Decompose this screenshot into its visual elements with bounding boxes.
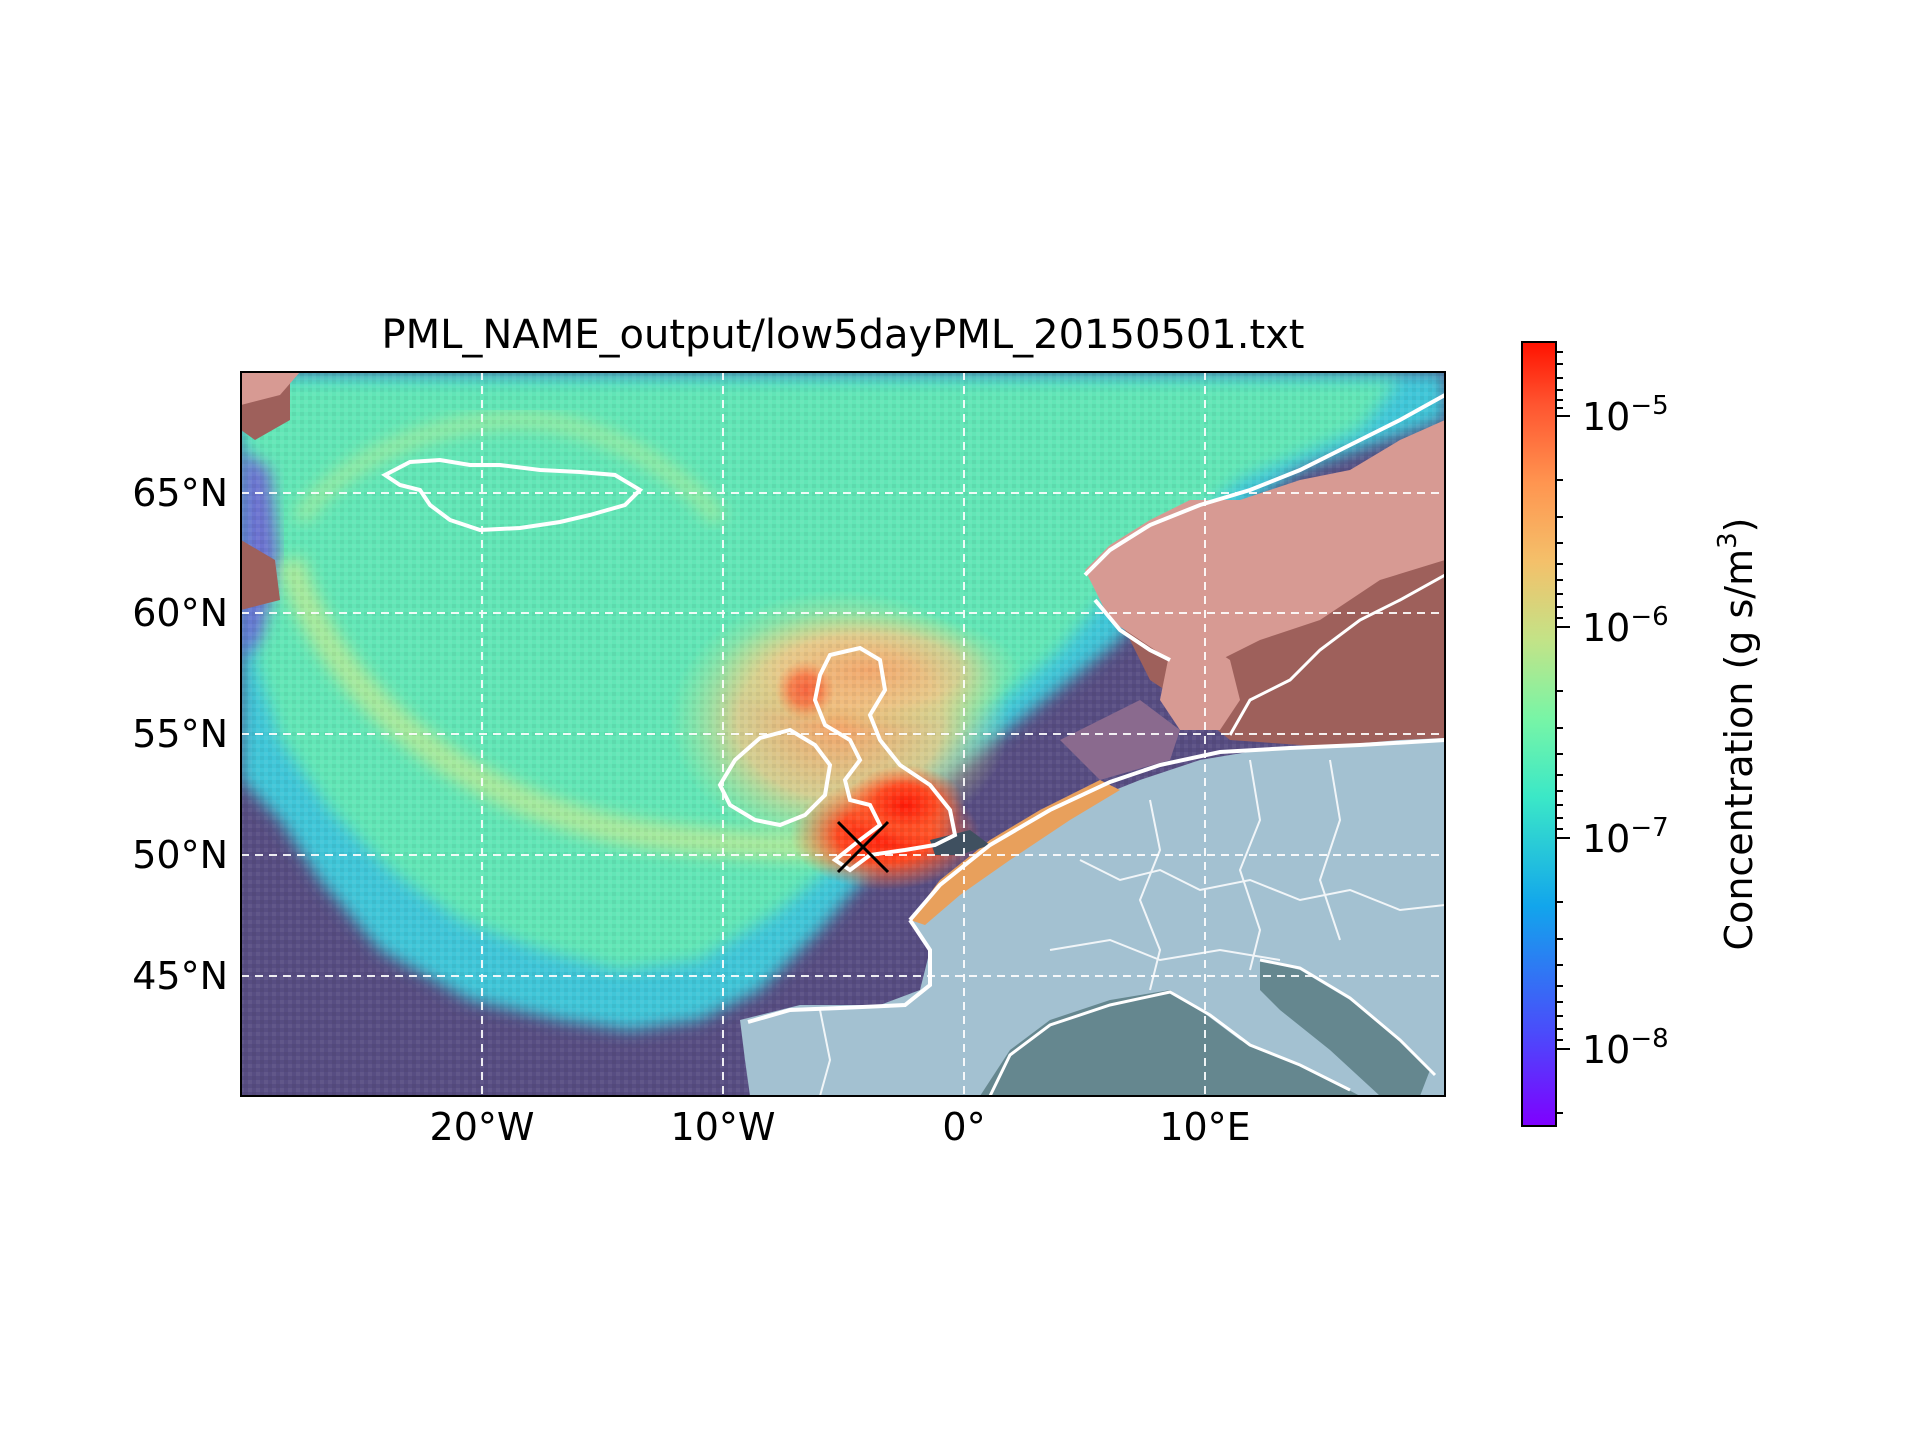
y-tick-50n: 50°N [132,833,228,877]
cbar-tick-1e-5: 10−5 [1582,391,1669,439]
coast-norway [1083,393,1445,577]
colorbar-label: Concentration (g s/m3) [1713,518,1761,951]
colorbar-ticks [1556,351,1570,1114]
plume-channel-strip [910,780,1120,925]
y-tick-60n: 60°N [132,591,228,635]
x-tick-10w: 10°W [671,1105,776,1149]
land-denmark [1160,640,1240,730]
y-tick-65n: 65°N [132,471,228,515]
coast-iceland [381,457,644,533]
sea-adriatic [1260,960,1430,1096]
x-tick-0: 0° [942,1105,985,1149]
colorbar-tick-labels: 10−5 10−6 10−7 10−8 [1582,391,1669,1072]
colorbar: 10−5 10−6 10−7 10−8 Concentration (g s/m… [1521,341,1761,1127]
land-scandinavia [1085,420,1445,660]
land-iberia [740,1005,990,1096]
coast-britain [812,645,958,873]
coast-med [988,990,1351,1096]
sea-wedge [1060,700,1180,780]
coast-iberia [747,918,932,1024]
y-tick-55n: 55°N [132,712,228,756]
coast-norway-2 [1093,598,1171,662]
x-tick-labels: 20°W 10°W 0° 10°E [430,1105,1251,1149]
map-title: PML_NAME_output/low5dayPML_20150501.txt [382,312,1305,358]
y-tick-45n: 45°N [132,954,228,998]
cbar-tick-1e-6: 10−6 [1582,602,1669,650]
cbar-tick-1e-7: 10−7 [1582,813,1669,861]
land-europe [750,738,1445,1096]
colorbar-gradient [1521,341,1557,1127]
release-marker-x [836,820,890,874]
x-tick-20w: 20°W [430,1105,535,1149]
coast-italy [1259,958,1437,1077]
coast-ireland [717,727,833,828]
map-frame [240,371,1446,1097]
sea-channel [930,830,990,855]
land-scandi-left2 [241,540,280,610]
land-greenland [241,372,300,405]
country-borders [819,759,1445,1096]
coast-sweden [1228,573,1445,736]
gridlines [241,372,1445,1096]
x-tick-10e: 10°E [1159,1105,1250,1149]
cbar-tick-1e-8: 10−8 [1582,1024,1669,1072]
y-tick-labels: 65°N 60°N 55°N 50°N 45°N [132,471,228,998]
